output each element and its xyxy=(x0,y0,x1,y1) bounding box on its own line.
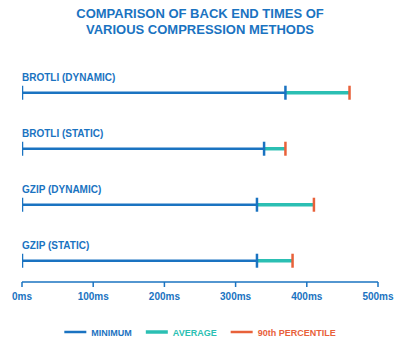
average-segment xyxy=(264,147,285,151)
minimum-tick xyxy=(22,142,23,156)
legend-swatch xyxy=(231,331,253,334)
legend-label: MINIMUM xyxy=(91,328,132,338)
x-tick xyxy=(21,282,23,287)
x-tick xyxy=(92,282,94,287)
category-label: GZIP (STATIC) xyxy=(22,240,89,251)
x-tick xyxy=(306,282,308,287)
legend-swatch xyxy=(64,331,86,334)
percentile90-tick xyxy=(291,254,294,268)
legend-item: AVERAGE xyxy=(146,328,217,338)
category-label: BROTLI (DYNAMIC) xyxy=(22,72,115,83)
legend-item: 90th PERCENTILE xyxy=(231,328,336,338)
range-line xyxy=(22,203,314,206)
percentile90-tick xyxy=(348,86,351,100)
range-line xyxy=(22,259,293,262)
average-tick xyxy=(284,86,287,100)
legend: MINIMUM AVERAGE 90th PERCENTILE xyxy=(64,328,335,338)
range-line xyxy=(22,147,285,150)
average-segment xyxy=(285,91,349,95)
category-labels: BROTLI (DYNAMIC) BROTLI (STATIC) GZIP (DYN… xyxy=(22,72,115,251)
title-line: VARIOUS COMPRESSION METHODS xyxy=(86,22,314,37)
minimum-tick xyxy=(22,198,23,212)
x-tick-label: 100ms xyxy=(78,291,110,302)
minimum-tick xyxy=(22,86,23,100)
category-label: BROTLI (STATIC) xyxy=(22,128,103,139)
x-tick xyxy=(377,282,379,287)
x-tick-label: 0ms xyxy=(12,291,32,302)
range-line xyxy=(22,91,350,94)
chart: COMPARISON OF BACK END TIMES OFVARIOUS C… xyxy=(0,0,400,362)
average-tick xyxy=(256,198,259,212)
x-tick-label: 300ms xyxy=(220,291,252,302)
x-tick xyxy=(164,282,166,287)
average-segment xyxy=(257,259,293,263)
average-segment xyxy=(257,203,314,207)
title-line: COMPARISON OF BACK END TIMES OF xyxy=(76,6,324,21)
legend-label: AVERAGE xyxy=(173,328,217,338)
legend-swatch xyxy=(146,330,168,334)
legend-item: MINIMUM xyxy=(64,328,132,338)
x-tick-label: 500ms xyxy=(362,291,394,302)
percentile90-tick xyxy=(313,198,316,212)
minimum-tick xyxy=(22,254,23,268)
x-tick xyxy=(235,282,237,287)
axis-line xyxy=(22,281,378,283)
marks xyxy=(22,86,350,268)
category-label: GZIP (DYNAMIC) xyxy=(22,184,101,195)
legend-label: 90th PERCENTILE xyxy=(258,328,336,338)
average-tick xyxy=(263,142,266,156)
percentile90-tick xyxy=(284,142,287,156)
title: COMPARISON OF BACK END TIMES OFVARIOUS C… xyxy=(76,6,324,37)
x-tick-label: 200ms xyxy=(149,291,181,302)
average-tick xyxy=(256,254,259,268)
x-tick-label: 400ms xyxy=(291,291,323,302)
x-axis: 0ms 100ms 200ms 300ms 400ms 500ms xyxy=(12,282,394,302)
